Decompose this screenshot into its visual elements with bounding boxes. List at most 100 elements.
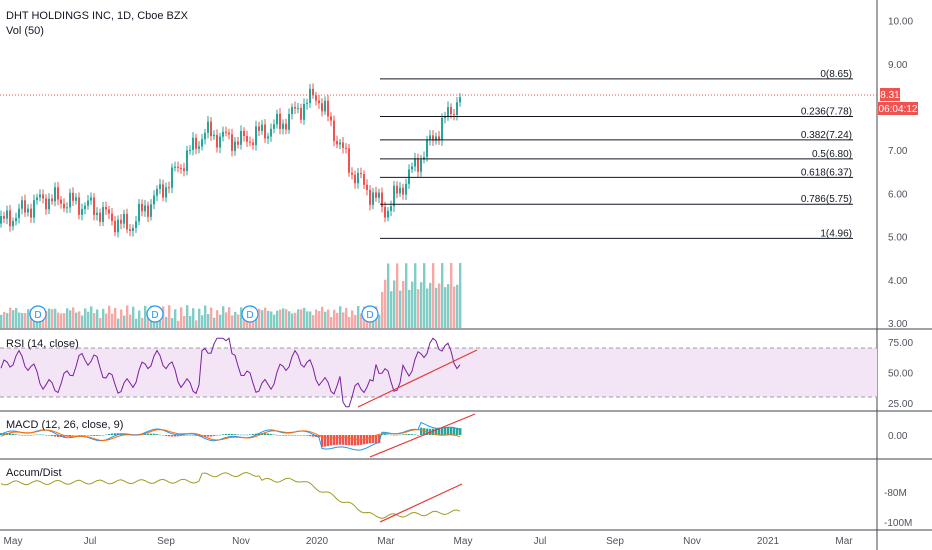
candle-body xyxy=(48,198,50,210)
macd-histogram-bar xyxy=(288,435,291,436)
candle-body xyxy=(432,135,434,141)
trend-lines[interactable] xyxy=(357,349,478,523)
macd-histogram-bar xyxy=(222,434,225,435)
time-axis[interactable]: May Jul Sep Nov 2020 Mar May Jul Sep Nov 2021 Mar xyxy=(4,536,854,547)
candle-body xyxy=(204,132,206,140)
volume-bar xyxy=(18,312,21,328)
volume-bar xyxy=(108,305,111,328)
volume-bar xyxy=(105,313,108,328)
candle-body xyxy=(285,123,287,130)
volume-bar xyxy=(27,309,30,328)
macd-histogram-bar xyxy=(345,435,348,446)
y-tick-label: 6.00 xyxy=(888,189,908,200)
dividend-marker-circle xyxy=(361,305,379,323)
volume-bar xyxy=(138,310,141,328)
volume-bar xyxy=(51,309,54,328)
volume-bar xyxy=(354,314,357,328)
candle-body xyxy=(102,206,104,222)
volume-bar xyxy=(333,309,336,328)
macd-histogram-bar xyxy=(48,435,51,436)
candle-body xyxy=(3,216,5,219)
volume-bar xyxy=(225,312,228,328)
candle-body xyxy=(444,116,446,118)
macd-histogram-bar xyxy=(399,434,402,436)
volume-bar xyxy=(435,287,438,328)
candle-body xyxy=(378,192,380,198)
candle-body xyxy=(114,220,116,233)
fibonacci-retracement[interactable]: 0(8.65) 0.236(7.78) 0.382(7.24) 0.5(6.80) 0.… xyxy=(380,69,853,239)
x-tick-label: Nov xyxy=(683,536,701,547)
macd-histogram-bar xyxy=(273,434,276,436)
candle-body xyxy=(327,100,329,117)
candle-body xyxy=(330,116,332,121)
macd-histogram-bar xyxy=(258,433,261,435)
volume-bar xyxy=(429,282,432,328)
candle-body xyxy=(201,139,203,147)
candle-body xyxy=(315,95,317,101)
volume-bar xyxy=(336,312,339,328)
candle-body xyxy=(117,219,119,233)
macd-histogram-bar xyxy=(285,435,288,436)
macd-trend-line xyxy=(369,413,476,458)
macd-histogram-bar xyxy=(153,433,156,435)
price-badge-value: 8.31 xyxy=(880,90,900,101)
macd-histogram-bar xyxy=(438,428,441,435)
price-axis[interactable]: 3.004.005.006.007.008.009.0010.0025.0050… xyxy=(884,17,913,529)
volume-bar xyxy=(228,307,231,328)
x-tick-label: Jul xyxy=(84,536,97,547)
candle-body xyxy=(300,108,302,120)
volume-bar xyxy=(282,308,285,328)
volume-bar xyxy=(321,306,324,328)
candle-body xyxy=(366,184,368,190)
candle-body xyxy=(126,213,128,230)
macd-histogram-bar xyxy=(87,435,90,436)
macd-histogram-bar xyxy=(408,434,411,435)
candle-body xyxy=(456,102,458,115)
y-tick-label: 4.00 xyxy=(888,276,908,287)
y-tick-label: 3.00 xyxy=(888,319,908,330)
macd-histogram-bar xyxy=(168,435,171,437)
x-tick-label: May xyxy=(4,536,23,547)
candle-body xyxy=(198,146,200,149)
volume-bar xyxy=(402,281,405,328)
candle-body xyxy=(411,166,413,170)
volume-bar xyxy=(6,313,9,328)
volume-bar xyxy=(420,282,423,328)
candle-body xyxy=(348,148,350,173)
candle-body xyxy=(231,134,233,151)
macd-histogram-bar xyxy=(231,433,234,435)
macd-histogram-bar xyxy=(156,434,159,435)
candle-body xyxy=(459,97,461,103)
volume-bar xyxy=(69,310,72,328)
candle-body xyxy=(60,199,62,204)
volume-bar xyxy=(87,311,90,328)
candle-body xyxy=(297,108,299,110)
macd-histogram-bar xyxy=(24,435,27,436)
volume-bar xyxy=(288,311,291,328)
macd-histogram-bar xyxy=(9,433,12,435)
macd-histogram-bar xyxy=(3,432,6,435)
candle-body xyxy=(192,137,194,150)
volume-bar xyxy=(447,284,450,328)
candle-body xyxy=(189,149,191,151)
macd-histogram-bar xyxy=(297,434,300,436)
dividend-marker-circle xyxy=(241,305,259,323)
macd-series xyxy=(0,421,462,451)
y-tick-label: 7.00 xyxy=(888,146,908,157)
candle-body xyxy=(33,200,35,218)
volume-bar xyxy=(24,313,27,328)
macd-histogram-bar xyxy=(372,435,375,444)
volume-bar xyxy=(90,306,93,328)
macd-histogram-bar xyxy=(45,435,48,436)
candle-body xyxy=(21,200,23,209)
volume-bar xyxy=(306,311,309,328)
fib-level-label: 0.618(6.37) xyxy=(801,167,852,178)
volume-bar xyxy=(66,308,69,328)
macd-histogram-bar xyxy=(36,434,39,436)
volume-bar xyxy=(195,320,198,328)
fib-level-label: 0.236(7.78) xyxy=(801,107,852,118)
volume-bar xyxy=(258,308,261,328)
candle-body xyxy=(318,100,320,104)
